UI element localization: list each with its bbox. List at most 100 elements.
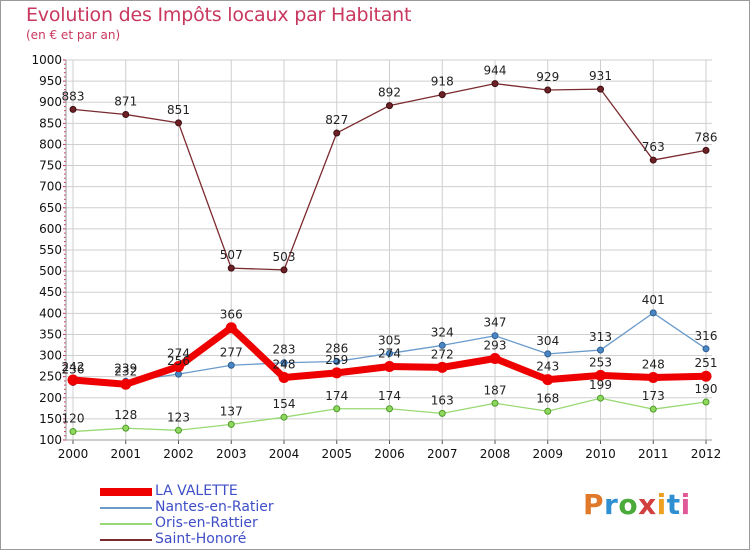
y-tick-label: 300: [39, 349, 62, 363]
data-point-oris: [491, 399, 499, 407]
data-point-la_valette: [67, 374, 79, 386]
data-point-nantes: [597, 346, 604, 354]
data-label-la_valette: 243: [536, 360, 559, 374]
data-label-saint_honore: 763: [642, 140, 665, 154]
x-tick-label: 2011: [638, 447, 669, 461]
data-label-la_valette: 232: [114, 364, 137, 378]
data-point-la_valette: [120, 378, 132, 390]
data-point-la_valette: [436, 361, 448, 373]
data-point-saint_honore: [280, 266, 288, 274]
data-label-saint_honore: 503: [273, 250, 296, 264]
data-label-oris: 137: [220, 404, 243, 418]
data-point-nantes: [386, 349, 393, 357]
logo-letter: r: [604, 488, 619, 521]
x-tick-label: 2006: [374, 447, 405, 461]
data-labels: 883 871 851 507 503 827 892 918 944 929 931 763 786 1…: [62, 64, 718, 426]
grid: [66, 59, 712, 441]
x-tick-label: 2007: [427, 447, 458, 461]
y-tick-label: 750: [39, 159, 62, 173]
proxiti-logo: Proxiti: [583, 488, 691, 521]
data-label-la_valette: 248: [273, 358, 296, 372]
data-point-nantes: [491, 332, 499, 340]
legend-label-la-valette: LA VALETTE: [155, 483, 238, 499]
data-label-oris: 154: [273, 397, 296, 411]
logo-letter: o: [618, 488, 639, 521]
data-label-oris: 174: [378, 389, 401, 403]
data-point-la_valette: [700, 370, 712, 382]
legend-swatch-la-valette: [100, 488, 152, 496]
data-point-nantes: [438, 341, 446, 349]
x-tick-label: 2004: [269, 447, 300, 461]
x-tick-label: 2010: [585, 447, 616, 461]
y-tick-label: 700: [39, 180, 62, 194]
data-label-la_valette: 272: [431, 347, 454, 361]
data-label-nantes: 236: [62, 363, 85, 377]
y-tick-label: 650: [39, 201, 62, 215]
data-label-nantes: 305: [378, 333, 401, 347]
data-point-saint_honore: [702, 146, 710, 154]
legend-label-nantes-en-ratier: Nantes-en-Ratier: [155, 499, 274, 515]
y-tick-label: 100: [39, 433, 62, 447]
y-tick-label: 350: [39, 327, 62, 341]
data-point-nantes: [649, 309, 657, 317]
data-label-nantes: 347: [484, 316, 507, 330]
data-point-oris: [69, 428, 77, 436]
y-tick-label: 900: [39, 95, 62, 109]
data-point-oris: [280, 413, 288, 421]
data-point-nantes: [702, 345, 710, 353]
data-label-la_valette: 253: [589, 355, 612, 369]
logo-letter: t: [666, 488, 681, 521]
data-point-saint_honore: [333, 129, 341, 137]
data-point-saint_honore: [122, 110, 130, 118]
data-label-saint_honore: 931: [589, 69, 612, 83]
data-point-oris: [702, 398, 710, 406]
chart-title: Evolution des Impôts locaux par Habitant: [26, 4, 412, 26]
data-label-la_valette: 274: [378, 347, 401, 361]
data-point-saint_honore: [227, 264, 235, 272]
data-label-nantes: 286: [325, 341, 348, 355]
legend-label-oris-en-rattier: Oris-en-Rattier: [155, 515, 258, 531]
data-label-la_valette: 366: [220, 308, 243, 322]
data-point-la_valette: [173, 361, 184, 373]
data-label-la_valette: 248: [642, 358, 665, 372]
series: [67, 80, 712, 436]
data-point-saint_honore: [386, 102, 393, 110]
data-point-nantes: [544, 350, 552, 358]
y-tick-label: 200: [39, 391, 62, 405]
y-tick-label: 1000: [31, 53, 62, 67]
data-point-oris: [597, 394, 604, 402]
data-point-saint_honore: [544, 86, 552, 94]
data-point-oris: [333, 405, 341, 413]
data-label-oris: 190: [695, 382, 718, 396]
data-point-la_valette: [225, 322, 237, 334]
data-label-la_valette: 259: [325, 353, 348, 367]
logo-letter: i: [656, 488, 667, 521]
data-point-oris: [227, 420, 235, 428]
data-point-saint_honore: [491, 80, 499, 88]
data-label-nantes: 277: [220, 345, 243, 359]
y-tick-label: 600: [39, 222, 62, 236]
y-tick-label: 450: [39, 285, 62, 299]
data-label-oris: 168: [536, 391, 559, 405]
data-label-oris: 123: [167, 410, 190, 424]
data-label-oris: 173: [642, 389, 665, 403]
data-point-nantes: [333, 357, 341, 365]
chart-subtitle: (en € et par an): [26, 28, 121, 42]
data-label-saint_honore: 871: [114, 94, 137, 108]
data-label-la_valette: 242: [62, 360, 85, 374]
y-tick-label: 550: [39, 243, 62, 257]
x-tick-label: 2005: [321, 447, 352, 461]
data-point-oris: [438, 409, 446, 417]
data-point-saint_honore: [649, 156, 657, 164]
data-label-nantes: 239: [114, 361, 137, 375]
data-point-oris: [649, 405, 657, 413]
data-point-oris: [122, 424, 130, 432]
data-label-saint_honore: 507: [220, 248, 243, 262]
data-label-saint_honore: 851: [167, 103, 190, 117]
data-label-nantes: 313: [589, 330, 612, 344]
data-label-nantes: 256: [167, 354, 190, 368]
data-label-nantes: 401: [642, 293, 665, 307]
data-point-nantes: [227, 361, 235, 369]
data-label-nantes: 304: [536, 334, 559, 348]
legend-swatch-nantes-en-ratier: [100, 507, 152, 509]
